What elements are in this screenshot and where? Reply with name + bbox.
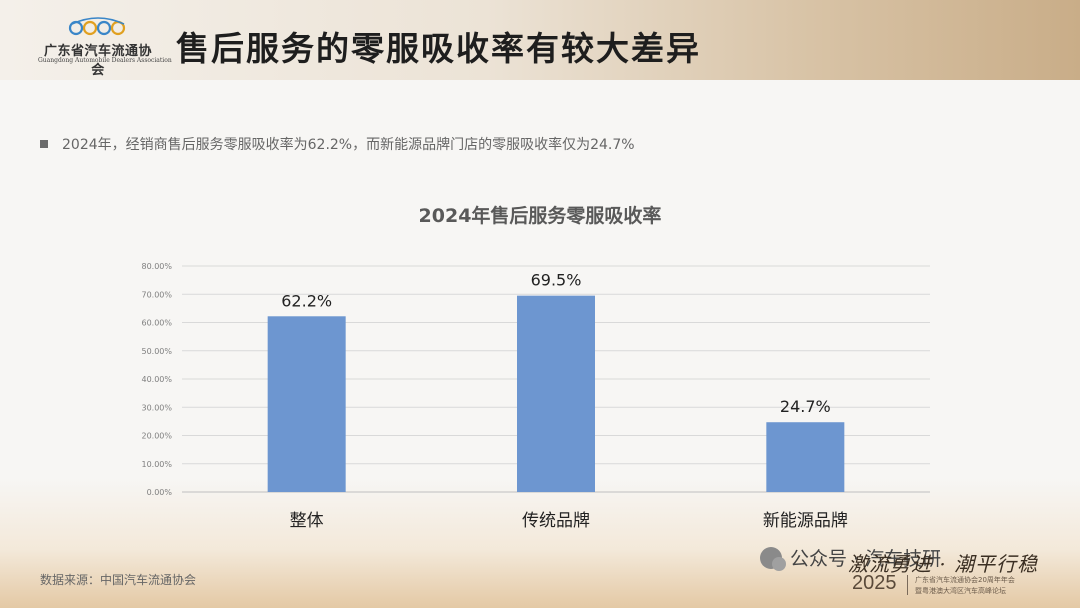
bullet-square-icon <box>40 140 48 148</box>
y-tick-label: 40.00% <box>141 375 172 384</box>
bar-value-label: 69.5% <box>531 271 582 290</box>
bottom-decoration <box>0 478 1080 608</box>
bar <box>267 316 346 492</box>
logo-rings-icon <box>68 17 126 36</box>
data-source: 数据来源：中国汽车流通协会 <box>40 573 197 587</box>
bar-value-label: 62.2% <box>281 291 332 310</box>
wechat-icon <box>760 546 786 571</box>
association-logo: 广东省汽车流通协会 Guangdong Automobile Dealers A… <box>38 16 172 78</box>
bullet-text: 2024年，经销商售后服务零服吸收率为62.2%，而新能源品牌门店的零服吸收率仅… <box>62 137 635 153</box>
event-year: 2025 <box>852 572 897 594</box>
y-tick-label: 0.00% <box>147 488 173 497</box>
header-band: 广东省汽车流通协会 Guangdong Automobile Dealers A… <box>0 0 1080 80</box>
event-slogan: 激流勇进 · 潮平行稳 <box>848 552 1039 576</box>
y-tick-label: 20.00% <box>141 432 172 441</box>
y-tick-label: 10.00% <box>141 460 172 469</box>
x-category-label: 传统品牌 <box>522 511 590 531</box>
x-category-label: 整体 <box>290 511 324 531</box>
logo-name-en: Guangdong Automobile Dealers Association <box>38 57 172 64</box>
y-tick-label: 30.00% <box>141 403 172 412</box>
y-tick-label: 80.00% <box>141 262 172 271</box>
chart-title: 2024年售后服务零服吸收率 <box>418 205 662 227</box>
wechat-watermark: 公众号 · 汽车技研 <box>760 544 941 571</box>
bar <box>766 422 845 492</box>
event-name: 广东省汽车流通协会20周年年会 <box>915 576 1015 584</box>
x-category-label: 新能源品牌 <box>763 511 848 531</box>
wechat-account: 公众号 · 汽车技研 <box>790 548 942 570</box>
bar-value-label: 24.7% <box>780 397 831 416</box>
bullet-point: 2024年，经销商售后服务零服吸收率为62.2%，而新能源品牌门店的零服吸收率仅… <box>40 134 635 154</box>
footer-divider <box>907 575 908 595</box>
page-title: 售后服务的零服吸收率有较大差异 <box>176 29 701 68</box>
event-subtitle: 暨粤港澳大湾区汽车高峰论坛 <box>915 587 1006 595</box>
y-tick-label: 50.00% <box>141 347 172 356</box>
y-tick-label: 60.00% <box>141 319 172 328</box>
bar <box>517 295 595 492</box>
logo-name-cn: 广东省汽车流通协会 <box>43 44 152 78</box>
y-tick-label: 70.00% <box>141 290 172 299</box>
